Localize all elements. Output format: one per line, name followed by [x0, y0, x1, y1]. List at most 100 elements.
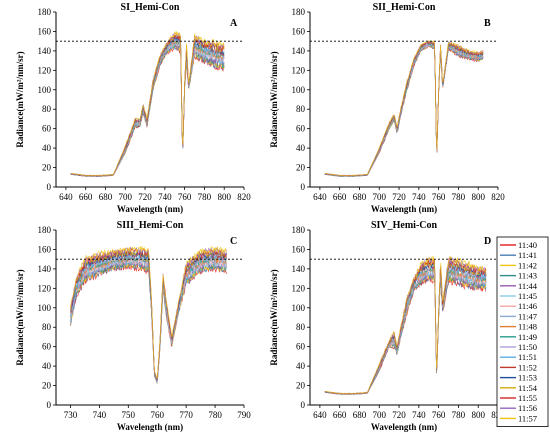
- y-tick-label: 20: [296, 163, 306, 173]
- y-tick-label: 20: [296, 381, 306, 391]
- x-tick-label: 700: [373, 410, 387, 420]
- legend-label: 11:55: [518, 393, 537, 403]
- x-tick-label: 660: [333, 192, 347, 202]
- series-line-11:47: [324, 267, 487, 395]
- x-tick-label: 800: [471, 192, 485, 202]
- y-tick-label: 140: [292, 264, 306, 274]
- series-line-11:46: [324, 42, 484, 177]
- y-tick-label: 80: [296, 104, 306, 114]
- x-tick-label: 640: [313, 192, 327, 202]
- x-tick-label: 660: [79, 192, 93, 202]
- y-tick-label: 180: [38, 225, 52, 235]
- series-line-11:44: [324, 43, 484, 177]
- y-tick-label: 120: [38, 283, 52, 293]
- series-line-11:51: [324, 263, 487, 395]
- y-tick-label: 60: [296, 124, 306, 134]
- x-tick-label: 820: [491, 192, 505, 202]
- panel-A: 0 20 40 60 80 100 120 140 160 180 640 660 680 700 720 7…: [15, 2, 251, 214]
- legend-box: [496, 236, 549, 428]
- series-line-11:47: [70, 41, 225, 177]
- series-line-11:44: [324, 271, 487, 395]
- y-tick-label: 0: [301, 400, 306, 410]
- series-line-11:52: [324, 262, 487, 395]
- series-line-11:41: [70, 45, 225, 177]
- y-tick-label: 20: [42, 381, 52, 391]
- panel-D: 0 20 40 60 80 100 120 140 160 180 640 660 680 700 720 7…: [269, 220, 505, 432]
- x-tick-label: 800: [471, 410, 485, 420]
- x-tick-label: 780: [208, 410, 222, 420]
- y-tick-label: 80: [42, 322, 52, 332]
- series-line-11:56: [70, 246, 227, 380]
- series-line-11:45: [324, 44, 484, 177]
- x-tick-label: 760: [432, 192, 446, 202]
- y-tick-label: 0: [47, 400, 52, 410]
- y-tick-label: 0: [47, 182, 52, 192]
- series-line-11:48: [70, 39, 225, 177]
- x-axis-label: Wavelength (nm): [117, 204, 183, 214]
- panel-letter: A: [230, 18, 238, 29]
- y-tick-label: 160: [292, 26, 306, 36]
- x-axis-label: Wavelength (nm): [371, 204, 437, 214]
- y-tick-label: 160: [292, 244, 306, 254]
- panel-B: 0 20 40 60 80 100 120 140 160 180 640 660 680 700 720 7…: [269, 2, 505, 214]
- series-line-11:54: [324, 40, 484, 177]
- chart-title: SI_Hemi-Con: [121, 2, 180, 13]
- legend-label: 11:42: [518, 260, 537, 270]
- series-line-11:41: [324, 45, 484, 177]
- x-tick-label: 770: [179, 410, 193, 420]
- x-axis-label: Wavelength (nm): [117, 422, 183, 432]
- legend-label: 11:53: [518, 373, 537, 383]
- x-tick-label: 740: [158, 192, 172, 202]
- series-line-11:57: [70, 31, 225, 176]
- legend-label: 11:57: [518, 413, 537, 423]
- legend-label: 11:56: [518, 403, 537, 413]
- y-tick-label: 100: [38, 303, 52, 313]
- y-tick-label: 100: [38, 85, 52, 95]
- legend-label: 11:44: [518, 281, 538, 291]
- legend-label: 11:45: [518, 291, 537, 301]
- x-tick-label: 640: [59, 192, 73, 202]
- panel-letter: D: [484, 236, 491, 247]
- x-tick-label: 820: [237, 192, 251, 202]
- y-tick-label: 120: [292, 65, 306, 75]
- legend-label: 11:52: [518, 362, 537, 372]
- x-tick-label: 790: [237, 410, 251, 420]
- x-tick-label: 720: [138, 192, 152, 202]
- series-line-11:40: [70, 263, 227, 384]
- y-tick-label: 60: [42, 124, 52, 134]
- panel-C: 0 20 40 60 80 100 120 140 160 180 730 740 750 760 770 7…: [15, 220, 251, 432]
- x-tick-label: 680: [353, 410, 367, 420]
- legend-label: 11:41: [518, 250, 537, 260]
- legend-label: 11:49: [518, 332, 537, 342]
- series-line-11:42: [324, 274, 487, 395]
- series-line-11:52: [324, 41, 484, 177]
- x-tick-label: 700: [119, 192, 133, 202]
- x-tick-label: 780: [452, 410, 466, 420]
- series-line-11:55: [324, 40, 484, 177]
- y-tick-label: 80: [42, 104, 52, 114]
- y-tick-label: 180: [38, 7, 52, 17]
- series-line-11:42: [324, 44, 484, 177]
- legend-label: 11:43: [518, 271, 537, 281]
- y-tick-label: 140: [292, 46, 306, 56]
- chart-title: SII_Hemi-Con: [373, 2, 436, 13]
- y-tick-label: 60: [296, 342, 306, 352]
- y-tick-label: 120: [292, 283, 306, 293]
- x-tick-label: 740: [412, 410, 426, 420]
- series-line-11:56: [324, 40, 484, 177]
- y-axis-label: Radiance(mW/m²/nm/sr): [269, 269, 279, 365]
- legend-label: 11:51: [518, 352, 537, 362]
- y-tick-label: 140: [38, 264, 52, 274]
- panel-letter: C: [230, 236, 237, 247]
- x-tick-label: 800: [217, 192, 231, 202]
- y-tick-label: 0: [301, 182, 306, 192]
- y-tick-label: 140: [38, 46, 52, 56]
- y-tick-label: 100: [292, 85, 306, 95]
- y-tick-label: 180: [292, 7, 306, 17]
- series-line-11:53: [324, 41, 484, 177]
- series-line-11:49: [324, 42, 484, 177]
- series-line-11:50: [324, 42, 484, 177]
- x-tick-label: 750: [122, 410, 136, 420]
- x-tick-label: 780: [198, 192, 212, 202]
